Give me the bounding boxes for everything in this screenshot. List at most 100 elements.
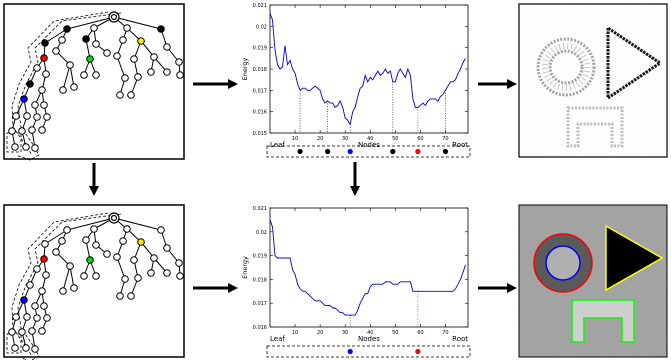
tree-node xyxy=(31,345,39,353)
tree-node xyxy=(11,143,19,151)
y-tick-label: 0.021 xyxy=(253,3,267,9)
tree-edge xyxy=(62,64,71,91)
x-tick-label: 70 xyxy=(442,330,448,336)
tree-node xyxy=(92,40,100,48)
arch-region xyxy=(571,299,635,343)
tree-node xyxy=(12,313,20,321)
tree-node xyxy=(66,262,74,270)
tree-node xyxy=(163,244,171,252)
tree-node xyxy=(130,55,138,63)
highlighted-node xyxy=(26,80,34,88)
tree-node xyxy=(116,91,124,99)
y-tick-label: 0.021 xyxy=(253,206,267,212)
plot-area xyxy=(269,4,469,134)
selected-node-dot xyxy=(347,348,353,355)
highlighted-node xyxy=(41,39,49,47)
tree-node xyxy=(92,272,100,280)
tree-node xyxy=(22,143,30,151)
y-tick-label: 0.017 xyxy=(253,301,267,307)
tree-node xyxy=(70,83,78,91)
selected-node-dot xyxy=(415,348,421,355)
tree-node xyxy=(33,314,41,322)
tree-node xyxy=(176,272,184,280)
tree-node xyxy=(38,126,46,134)
tree-edge xyxy=(66,217,115,231)
x-tick-label: 60 xyxy=(417,136,423,142)
x-tick-label: 50 xyxy=(392,136,398,142)
selected-node-dot xyxy=(442,148,449,155)
selection-strip xyxy=(266,145,471,158)
highlighted-node xyxy=(86,256,94,264)
x-tick-label: 60 xyxy=(417,330,423,336)
y-tick-label: 0.016 xyxy=(253,110,267,116)
path-outline xyxy=(15,213,122,360)
tree-node xyxy=(33,265,41,273)
tree-edge xyxy=(116,256,126,280)
tree-node xyxy=(23,313,31,321)
tree-node xyxy=(103,250,111,258)
plot-area xyxy=(269,207,469,328)
tree-node xyxy=(40,302,48,310)
tree-node xyxy=(58,36,66,44)
y-tick-label: 0.015 xyxy=(253,131,267,137)
y-tick-label: 0.018 xyxy=(253,67,267,73)
tree-node xyxy=(59,86,67,94)
tree-node xyxy=(12,112,20,120)
tree-node xyxy=(90,225,98,233)
tree-node xyxy=(163,269,171,277)
y-tick-label: 0.018 xyxy=(253,277,267,283)
tree-graph xyxy=(6,11,184,161)
y-tick-label: 0.019 xyxy=(253,46,267,52)
tree-node xyxy=(163,43,171,51)
tree-node xyxy=(134,73,142,81)
tree-node xyxy=(134,274,142,282)
y-tick-label: 0.019 xyxy=(253,254,267,260)
tree-edge xyxy=(44,229,68,245)
x-tick-label: 40 xyxy=(367,330,373,336)
tree-node xyxy=(150,254,158,262)
root-node xyxy=(108,11,120,23)
y-tick-label: 0.016 xyxy=(253,325,267,331)
selected-node-dot xyxy=(390,148,396,155)
tree-node xyxy=(130,256,138,264)
tree-node xyxy=(18,127,26,135)
tree-node xyxy=(40,101,48,109)
tree-node xyxy=(113,52,121,60)
path-outline xyxy=(11,11,109,156)
tree-panel-bottom xyxy=(3,204,185,360)
result-frame xyxy=(518,204,668,358)
x-tick-label: 10 xyxy=(292,330,298,336)
flow-arrows xyxy=(89,79,517,293)
x-tick-label: 50 xyxy=(392,330,398,336)
tree-node xyxy=(175,259,183,267)
highlighted-node xyxy=(157,25,165,33)
x-tick-label: 70 xyxy=(442,136,448,142)
highlighted-node xyxy=(20,296,28,304)
tree-node xyxy=(119,237,127,245)
tree-node xyxy=(127,91,135,99)
tree-node xyxy=(11,344,19,352)
selected-node-dot xyxy=(325,148,331,155)
segmentation-result-bottom xyxy=(518,204,668,358)
inner-circle-region xyxy=(545,245,581,281)
highlighted-node xyxy=(86,55,94,63)
tree-node xyxy=(22,344,30,352)
tree-node xyxy=(82,236,90,244)
tree-node xyxy=(33,64,41,72)
tree-node xyxy=(176,71,184,79)
tree-node xyxy=(38,287,46,295)
tree-node xyxy=(150,53,158,61)
y-tick-label: 0.02 xyxy=(256,230,267,236)
tree-node xyxy=(92,241,100,249)
root-label: Root xyxy=(452,141,468,149)
tree-node xyxy=(63,226,71,234)
tree-node xyxy=(59,287,67,295)
x-tick-label: 30 xyxy=(342,136,348,142)
selected-node-dot xyxy=(297,148,303,155)
tree-node xyxy=(127,292,135,300)
tree-node xyxy=(26,281,34,289)
tree-edge xyxy=(113,217,162,231)
tree-edge xyxy=(113,16,162,30)
x-tick-label: 20 xyxy=(317,330,323,336)
